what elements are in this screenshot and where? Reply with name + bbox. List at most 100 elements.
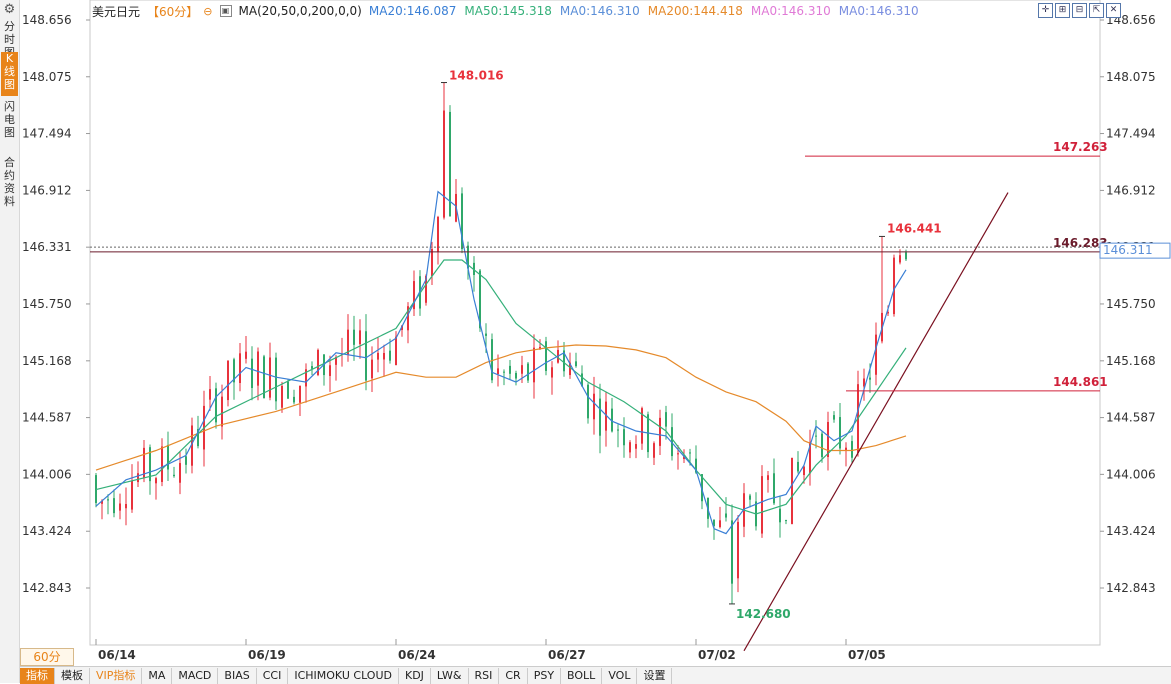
chart-toolbar: ✛ ⊞ ⊟ ⇱ ✕: [1038, 3, 1121, 18]
left-tab-1[interactable]: K线图: [1, 52, 18, 96]
left-tab-0[interactable]: 分时图: [4, 20, 15, 59]
y-tick-right: 144.587: [1106, 411, 1156, 425]
chart-area[interactable]: 148.656 148.656 148.075 148.075 147.494 147.4…: [20, 0, 1171, 665]
x-tick-label: 06/19: [248, 648, 286, 662]
indicator-tab-2[interactable]: VIP指标: [90, 667, 143, 684]
current-price-tag: [1099, 242, 1171, 259]
indicator-tab-14[interactable]: VOL: [602, 667, 638, 684]
candle-body: [569, 362, 571, 376]
left-tab-3[interactable]: 合约资料: [4, 156, 15, 208]
candle-body: [527, 363, 529, 381]
candle-body: [671, 427, 673, 457]
y-tick-left: 142.843: [22, 581, 72, 595]
candle-body: [593, 393, 595, 420]
candle-body: [119, 503, 121, 511]
candle-body: [875, 334, 877, 375]
candle-body: [713, 519, 715, 527]
lock-icon[interactable]: ⊖: [203, 4, 213, 18]
indicator-tab-5[interactable]: BIAS: [218, 667, 257, 684]
zoom-in-icon[interactable]: ⊞: [1055, 3, 1070, 18]
candle-body: [581, 373, 583, 387]
candle-body: [791, 457, 793, 524]
candle-body: [479, 270, 481, 329]
candle-body: [335, 357, 337, 365]
candle-body: [665, 412, 667, 427]
candle-body: [293, 396, 295, 403]
indicator-tab-8[interactable]: KDJ: [399, 667, 431, 684]
zoom-out-icon[interactable]: ⊟: [1072, 3, 1087, 18]
candle-body: [695, 458, 697, 473]
crosshair-icon[interactable]: ✛: [1038, 3, 1053, 18]
candle-body: [167, 444, 169, 470]
candle-body: [611, 408, 613, 432]
indicator-tab-4[interactable]: MACD: [172, 667, 219, 684]
settings-icon[interactable]: ⚙: [3, 2, 16, 17]
y-tick-right: 145.750: [1106, 297, 1156, 311]
indicator-tab-10[interactable]: RSI: [469, 667, 500, 684]
candle-body: [749, 495, 751, 500]
candle-body: [563, 350, 565, 372]
candle-body: [737, 521, 739, 579]
ma-settings-icon[interactable]: ▣: [219, 5, 232, 17]
candle-body: [545, 341, 547, 371]
left-tab-2[interactable]: 闪电图: [4, 100, 15, 139]
y-tick-left: 144.587: [22, 411, 72, 425]
candle-body: [533, 347, 535, 383]
candle-body: [437, 216, 439, 252]
indicator-tab-15[interactable]: 设置: [637, 667, 673, 684]
period-selector[interactable]: 60分: [20, 648, 74, 666]
candle-body: [779, 508, 781, 523]
candle-body: [659, 417, 661, 446]
indicator-tab-13[interactable]: BOLL: [561, 667, 603, 684]
indicator-tab-12[interactable]: PSY: [528, 667, 562, 684]
candle-body: [245, 351, 247, 359]
indicator-tab-1[interactable]: 模板: [55, 667, 90, 684]
candle-body: [623, 429, 625, 446]
candle-body: [599, 398, 601, 436]
left-tab-bar: ⚙ 分时图K线图闪电图合约资料: [0, 0, 20, 683]
indicator-tab-3[interactable]: MA: [142, 667, 173, 684]
candle-body: [815, 435, 817, 437]
indicator-tab-6[interactable]: CCI: [257, 667, 289, 684]
candle-body: [287, 381, 289, 399]
level-label: 146.283: [1053, 236, 1108, 250]
candle-body: [299, 385, 301, 403]
ma-params: MA(20,50,0,200,0,0): [238, 4, 362, 18]
indicator-tab-0[interactable]: 指标: [20, 667, 55, 684]
candle-body: [197, 428, 199, 447]
candle-body: [377, 352, 379, 360]
candle-body: [797, 461, 799, 472]
indicator-tab-bar: 指标 模板 VIP指标 MA MACD BIAS CCI ICHIMOKU CLOUD KDJ L…: [20, 666, 1171, 684]
candle-body: [233, 359, 235, 383]
indicator-tab-11[interactable]: CR: [499, 667, 528, 684]
indicator-tab-9[interactable]: LW&: [431, 667, 469, 684]
candle-body: [827, 421, 829, 457]
candle-body: [809, 442, 811, 474]
trendline: [743, 192, 1009, 652]
candle-body: [839, 417, 841, 449]
candle-body: [887, 312, 889, 314]
x-tick-label: 06/24: [398, 648, 436, 662]
indicator-tab-7[interactable]: ICHIMOKU CLOUD: [288, 667, 399, 684]
current-price-label: 146.311: [1103, 243, 1153, 257]
candle-body: [767, 475, 769, 480]
candle-body: [641, 408, 643, 444]
candle-body: [365, 331, 367, 381]
candle-body: [491, 339, 493, 381]
ma200-line: [95, 344, 907, 471]
candle-body: [653, 443, 655, 458]
x-tick-label: 06/14: [98, 648, 136, 662]
candle-body: [575, 361, 577, 367]
candle-body: [629, 442, 631, 453]
candle-body: [869, 377, 871, 380]
fullscreen-icon[interactable]: ⇱: [1089, 3, 1104, 18]
close-icon[interactable]: ✕: [1106, 3, 1121, 18]
candle-body: [497, 368, 499, 375]
candle-body: [107, 499, 109, 501]
candle-body: [263, 356, 265, 399]
candle-body: [461, 193, 463, 250]
candle-body: [353, 329, 355, 345]
ma-value-3: MA200:144.418: [647, 4, 743, 18]
level-label: 147.263: [1053, 140, 1108, 154]
